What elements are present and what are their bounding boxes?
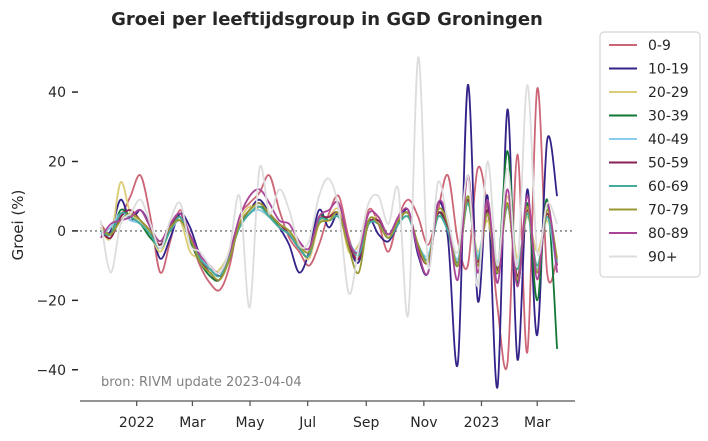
legend-label: 20-29: [648, 85, 689, 101]
y-axis-label-group: Groei (%): [9, 190, 27, 261]
x-tick-label: Mar: [179, 415, 206, 431]
series-line-90+: [99, 56, 558, 318]
series-line-30-39: [100, 150, 558, 349]
x-tick-label: Nov: [410, 415, 437, 431]
y-tick-label: −40: [36, 363, 66, 379]
x-tick-label: 2022: [119, 415, 155, 431]
legend-label: 0-9: [648, 38, 671, 54]
legend-label: 60-69: [648, 179, 689, 195]
legend-label: 80-89: [648, 226, 689, 242]
y-tick-label: 40: [48, 85, 66, 101]
legend-label: 10-19: [648, 62, 689, 78]
x-tick-label: May: [236, 415, 265, 431]
y-tick-label: 20: [48, 154, 66, 170]
legend-frame: [599, 31, 701, 278]
source-annotation: bron: RIVM update 2023-04-04: [101, 375, 302, 390]
x-tick-label: Sep: [353, 415, 380, 431]
legend-label: 40-49: [648, 132, 689, 148]
y-tick-label: 0: [57, 224, 66, 240]
series-line-80-89: [100, 174, 558, 288]
y-axis-label: Groei (%): [9, 190, 27, 261]
x-tick-label: Jul: [298, 415, 316, 431]
legend-label: 30-39: [648, 109, 689, 125]
series-line-10-19: [100, 84, 558, 389]
chart-title: Groei per leeftijdsgroup in GGD Groninge…: [111, 9, 543, 30]
legend: 0-9 10-19 20-29 30-39 40-49 50-59 60-69 70-79 80…: [599, 31, 701, 278]
legend-label: 70-79: [648, 203, 689, 219]
x-tick-label: Mar: [524, 415, 551, 431]
legend-label: 50-59: [648, 156, 689, 172]
legend-label: 90+: [648, 250, 678, 266]
plot-area: [80, 56, 575, 389]
x-tick-label: 2023: [464, 415, 500, 431]
series-line-70-79: [100, 195, 558, 281]
axes: 2022 Mar May Jul Sep Nov 2023 Mar 40 20 0 −20 −40: [36, 85, 575, 431]
y-tick-label: −20: [36, 293, 66, 309]
